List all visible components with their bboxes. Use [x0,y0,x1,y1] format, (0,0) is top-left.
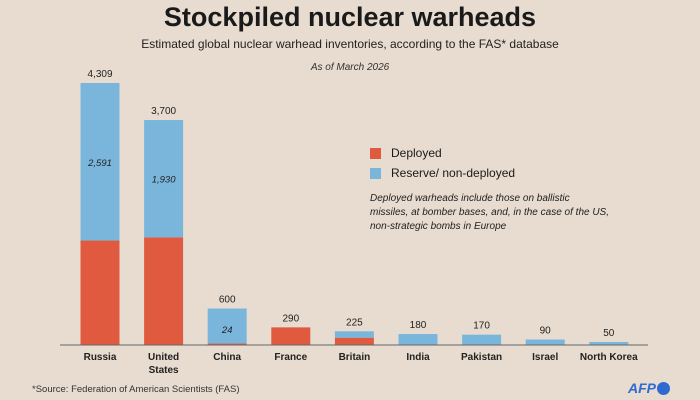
bar-reserve [398,334,438,345]
x-tick-label: India [406,352,430,363]
x-tick-label: States [149,365,179,376]
bar-reserve [525,339,565,345]
bar-deployed [271,327,311,345]
total-label: 170 [473,321,490,332]
bar-deployed [80,240,120,345]
bar-reserve [589,341,629,345]
inner-label: 24 [221,325,233,336]
bar-reserve [462,334,502,345]
x-tick-label: North Korea [580,352,638,363]
legend-label-deployed: Deployed [391,146,442,160]
chart-date: As of March 2026 [310,62,390,73]
chart-note: Deployed warheads include those on balli… [370,193,610,232]
bar-reserve [207,308,247,344]
legend-swatch-deployed [370,147,381,159]
afp-logo: AFP [628,380,670,396]
source-note: *Source: Federation of American Scientis… [32,384,240,395]
total-label: 225 [346,317,363,328]
total-label: 4,309 [87,69,112,80]
bar-deployed [144,237,184,345]
total-label: 50 [603,328,615,339]
afp-logo-text: AFP [628,380,656,396]
bar-reserve [334,331,374,338]
x-tick-label: United [148,352,179,363]
chart-title: Stockpiled nuclear warheads [163,2,537,32]
x-tick-label: Russia [84,352,117,363]
x-tick-label: Israel [532,352,558,363]
bar-reserve [144,120,184,238]
chart-subtitle: Estimated global nuclear warhead invento… [141,37,559,51]
total-label: 90 [540,326,552,337]
x-tick-label: France [274,352,307,363]
inner-label: 1,930 [152,175,176,186]
legend-item-deployed: Deployed [370,143,515,163]
afp-logo-dot [657,381,670,395]
legend-item-reserve: Reserve/ non-deployed [370,163,515,183]
total-label: 180 [410,320,427,331]
legend-label-reserve: Reserve/ non-deployed [391,166,516,180]
bar-deployed [207,343,247,345]
bar-deployed [334,337,374,345]
total-label: 600 [219,295,236,306]
total-label: 290 [282,313,299,324]
total-label: 3,700 [151,106,176,117]
legend-swatch-reserve [370,167,381,179]
legend: Deployed Reserve/ non-deployed [370,143,515,183]
x-tick-label: China [213,352,241,363]
x-tick-label: Pakistan [461,352,502,363]
x-tick-label: Britain [339,352,371,363]
bar-reserve [80,83,120,241]
inner-label: 2,591 [87,158,112,169]
